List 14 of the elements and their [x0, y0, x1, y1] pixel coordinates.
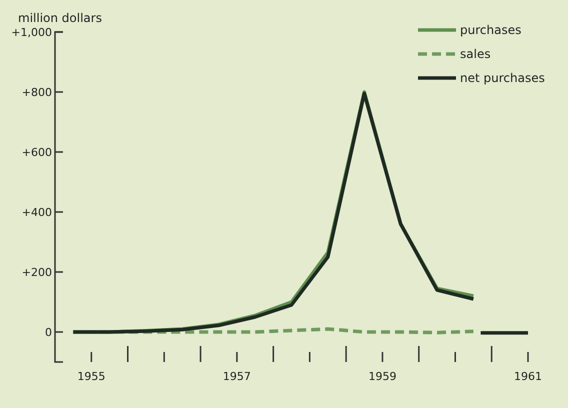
x-tick-label: 1957: [222, 370, 251, 383]
x-tick-label: 1955: [77, 370, 106, 383]
y-tick-label: +600: [22, 146, 52, 159]
x-tick-label: 1959: [368, 370, 396, 383]
y-tick-label: +800: [22, 86, 52, 99]
y-tick-label: 0: [45, 326, 52, 339]
legend-label: purchases: [460, 23, 522, 38]
legend-label: sales: [460, 47, 491, 62]
legend-label: net purchases: [460, 71, 545, 86]
y-tick-label: +200: [22, 266, 52, 279]
x-tick-label: 1961: [514, 370, 542, 383]
y-axis-title: million dollars: [18, 11, 102, 25]
y-tick-label: +1,000: [11, 26, 52, 39]
y-tick-label: +400: [22, 206, 52, 219]
